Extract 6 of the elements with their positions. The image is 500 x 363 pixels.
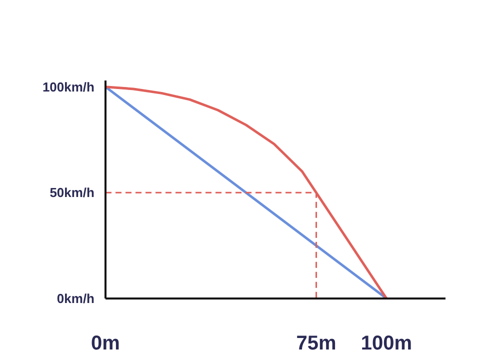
y-tick-label: 0km/h (56, 291, 95, 306)
y-tick-label: 50km/h (50, 185, 95, 200)
x-tick-label: 100m (360, 332, 412, 354)
y-tick-label: 100km/h (42, 79, 95, 94)
x-tick-label: 75m (296, 332, 336, 354)
x-tick-label: 0m (91, 332, 120, 354)
